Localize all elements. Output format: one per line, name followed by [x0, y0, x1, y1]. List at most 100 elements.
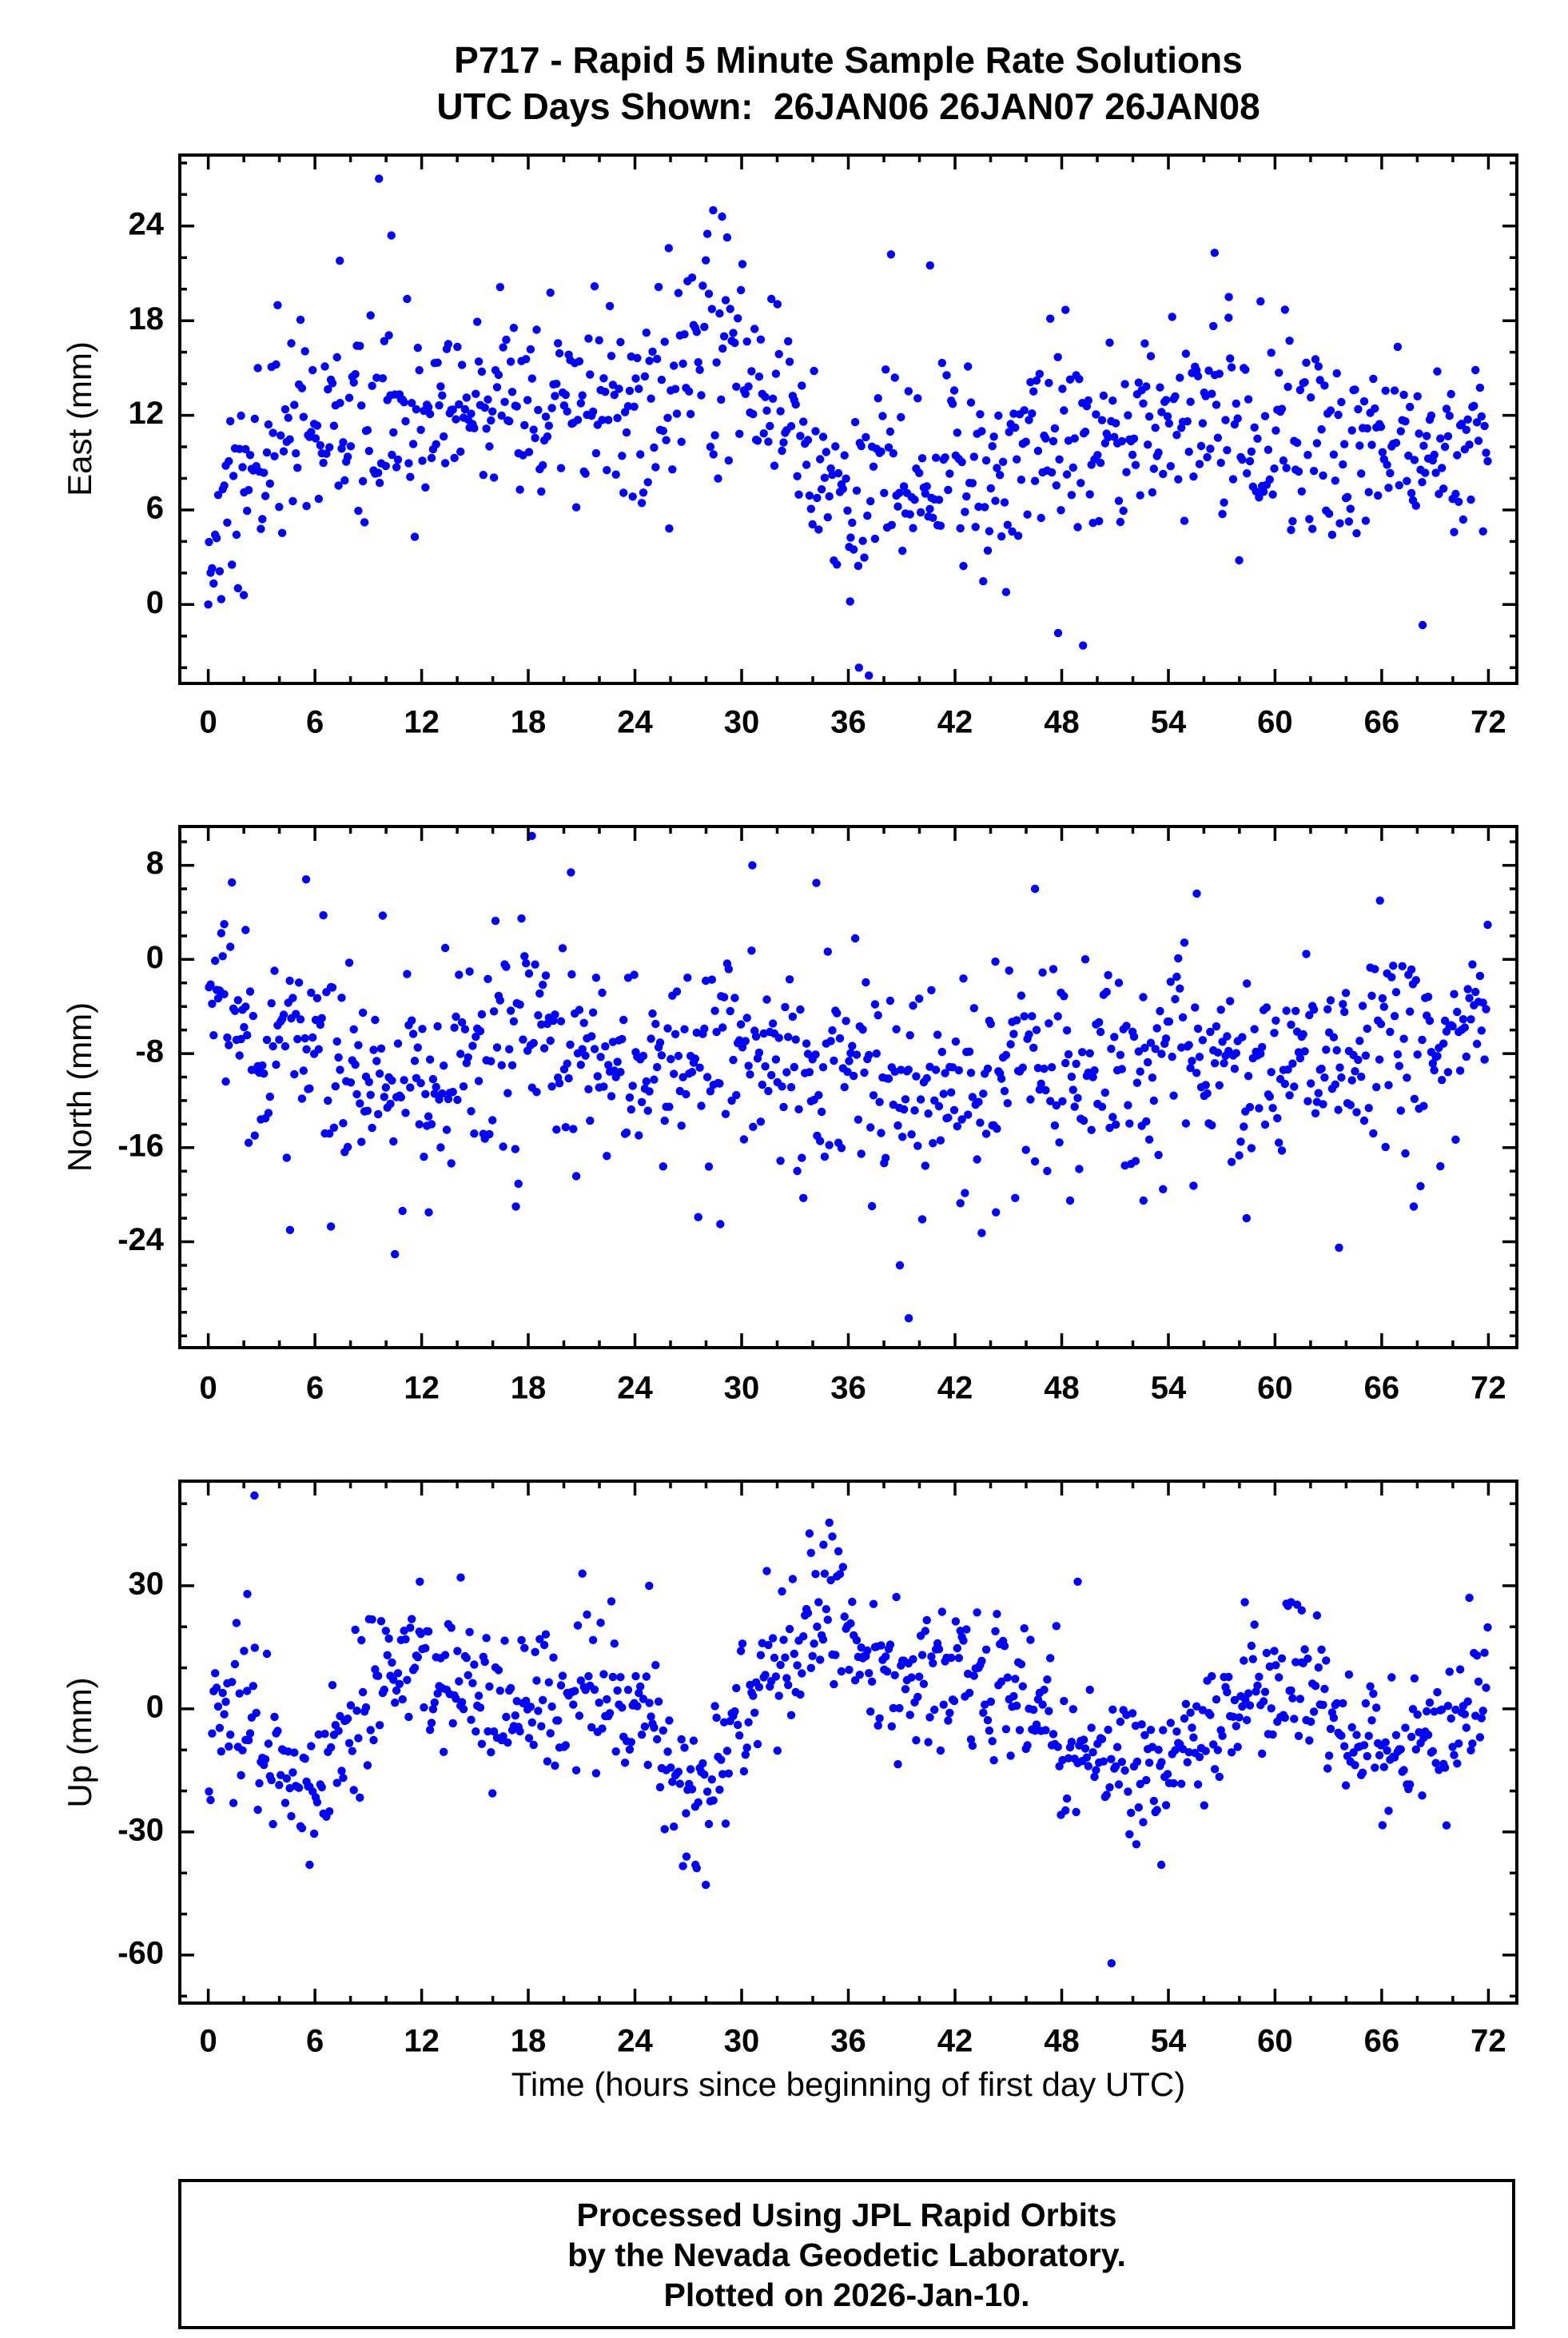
data-point [534, 405, 543, 415]
data-point [314, 1045, 323, 1053]
data-point [552, 380, 561, 388]
data-point [1358, 1002, 1367, 1010]
data-point [1371, 1763, 1379, 1772]
data-point [571, 503, 581, 512]
data-point [707, 975, 716, 984]
data-point [735, 1036, 744, 1045]
data-point [1357, 469, 1366, 478]
data-point [1411, 501, 1421, 510]
data-point [349, 1025, 358, 1034]
data-point [438, 1089, 447, 1098]
data-point [1206, 1027, 1215, 1037]
data-point [1172, 972, 1181, 982]
data-point [665, 524, 674, 533]
data-point [433, 358, 442, 367]
data-point [1129, 1032, 1139, 1042]
data-point [523, 396, 532, 404]
data-point [529, 1038, 538, 1048]
data-point [702, 1073, 712, 1081]
data-point [579, 1018, 588, 1028]
data-point [1465, 994, 1474, 1002]
data-point [1280, 305, 1290, 314]
data-point [983, 1715, 993, 1725]
data-point [334, 1053, 343, 1062]
data-point [1172, 1727, 1181, 1736]
data-point [1107, 1754, 1116, 1763]
data-point [421, 483, 430, 492]
data-point [630, 402, 639, 411]
data-point [1275, 1673, 1283, 1682]
data-point [1023, 510, 1032, 519]
data-point [862, 978, 870, 987]
data-point [639, 1695, 648, 1703]
data-point [625, 1745, 635, 1754]
data-point [702, 1787, 712, 1796]
data-point [810, 1639, 818, 1648]
data-point-outlier [645, 1581, 654, 1591]
data-point [820, 1569, 830, 1579]
data-point [904, 387, 913, 396]
data-point [452, 1695, 460, 1703]
data-point [392, 1686, 401, 1695]
data-point [734, 1720, 742, 1730]
data-point [299, 1066, 308, 1075]
data-point [1075, 1165, 1084, 1173]
data-point-outlier [1053, 628, 1063, 638]
data-point [899, 1105, 909, 1114]
data-point [1272, 1016, 1280, 1026]
data-point [1041, 434, 1050, 443]
data-point [547, 1702, 556, 1711]
data-point [1288, 1059, 1297, 1068]
data-point [1311, 1109, 1320, 1118]
data-point [343, 1715, 352, 1723]
data-point [583, 1610, 591, 1619]
data-point [1431, 1758, 1440, 1767]
data-point [265, 1092, 274, 1101]
data-point [1387, 1673, 1396, 1682]
data-point [843, 506, 852, 515]
data-point [1483, 920, 1492, 930]
data-point [403, 294, 412, 304]
data-point [1146, 1038, 1156, 1047]
data-point [1339, 1000, 1347, 1009]
data-point [1244, 1072, 1253, 1081]
data-point [1212, 1022, 1221, 1031]
data-point [1245, 1102, 1255, 1112]
data-point [1139, 993, 1148, 1002]
data-point [305, 1084, 314, 1093]
data-point [343, 1142, 352, 1152]
data-point [337, 444, 346, 453]
data-point [1467, 1015, 1475, 1024]
data-point [898, 546, 907, 556]
data-point [1099, 391, 1108, 400]
data-point [977, 1229, 986, 1237]
data-point [444, 340, 453, 349]
data-point [220, 481, 229, 490]
data-point [1248, 1655, 1258, 1663]
data-point [293, 1034, 302, 1044]
data-point [381, 461, 390, 471]
data-point [325, 1129, 334, 1138]
data-point [401, 416, 410, 426]
data-point [815, 1137, 825, 1145]
data-point [1410, 456, 1419, 464]
data-point [1260, 1687, 1270, 1696]
data-point [1250, 1025, 1259, 1034]
x-tick-label: 0 [199, 2024, 217, 2059]
data-point [476, 1703, 485, 1712]
data-point [571, 1766, 581, 1774]
data-point [1159, 1726, 1168, 1735]
data-point [1193, 372, 1203, 380]
data-point [842, 1017, 850, 1026]
data-point [272, 1060, 281, 1069]
data-point [541, 1630, 551, 1639]
data-point [1180, 516, 1189, 525]
data-point [724, 965, 733, 974]
data-point [892, 1025, 901, 1034]
data-point [388, 450, 396, 460]
data-point [674, 1051, 683, 1061]
data-point [706, 442, 715, 452]
data-point [1080, 428, 1090, 436]
y-tick-label: 18 [129, 301, 165, 337]
